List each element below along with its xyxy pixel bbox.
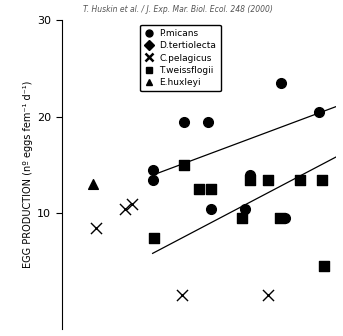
Point: [196, 186, 202, 192]
Point: [122, 206, 128, 211]
Point: [248, 177, 253, 182]
Text: T. Huskin et al. / J. Exp. Mar. Biol. Ecol. 248 (2000): T. Huskin et al. / J. Exp. Mar. Biol. Ec…: [83, 5, 273, 14]
Point: [297, 177, 303, 182]
Legend: P.micans, D.tertiolecta, C.pelagicus, T.weissflogii, E.huxleyi: P.micans, D.tertiolecta, C.pelagicus, T.…: [140, 25, 221, 91]
Point: [208, 186, 214, 192]
Point: [150, 177, 155, 182]
Point: [152, 235, 157, 240]
Point: [181, 119, 186, 124]
Point: [320, 177, 325, 182]
Point: [277, 215, 282, 221]
Point: [208, 206, 214, 211]
Point: [321, 264, 327, 269]
Y-axis label: EGG PRODUCTION (nº eggs fem⁻¹ d⁻¹): EGG PRODUCTION (nº eggs fem⁻¹ d⁻¹): [23, 81, 33, 268]
Point: [248, 172, 253, 177]
Point: [316, 109, 322, 115]
Point: [90, 182, 95, 187]
Point: [181, 80, 186, 86]
Point: [239, 215, 245, 221]
Point: [181, 162, 186, 168]
Point: [282, 215, 287, 221]
Point: [93, 225, 99, 230]
Point: [243, 206, 248, 211]
Point: [205, 119, 210, 124]
Point: [265, 293, 270, 298]
Point: [279, 80, 284, 86]
Point: [179, 293, 185, 298]
Point: [150, 167, 155, 173]
Point: [265, 177, 270, 182]
Point: [129, 201, 135, 206]
